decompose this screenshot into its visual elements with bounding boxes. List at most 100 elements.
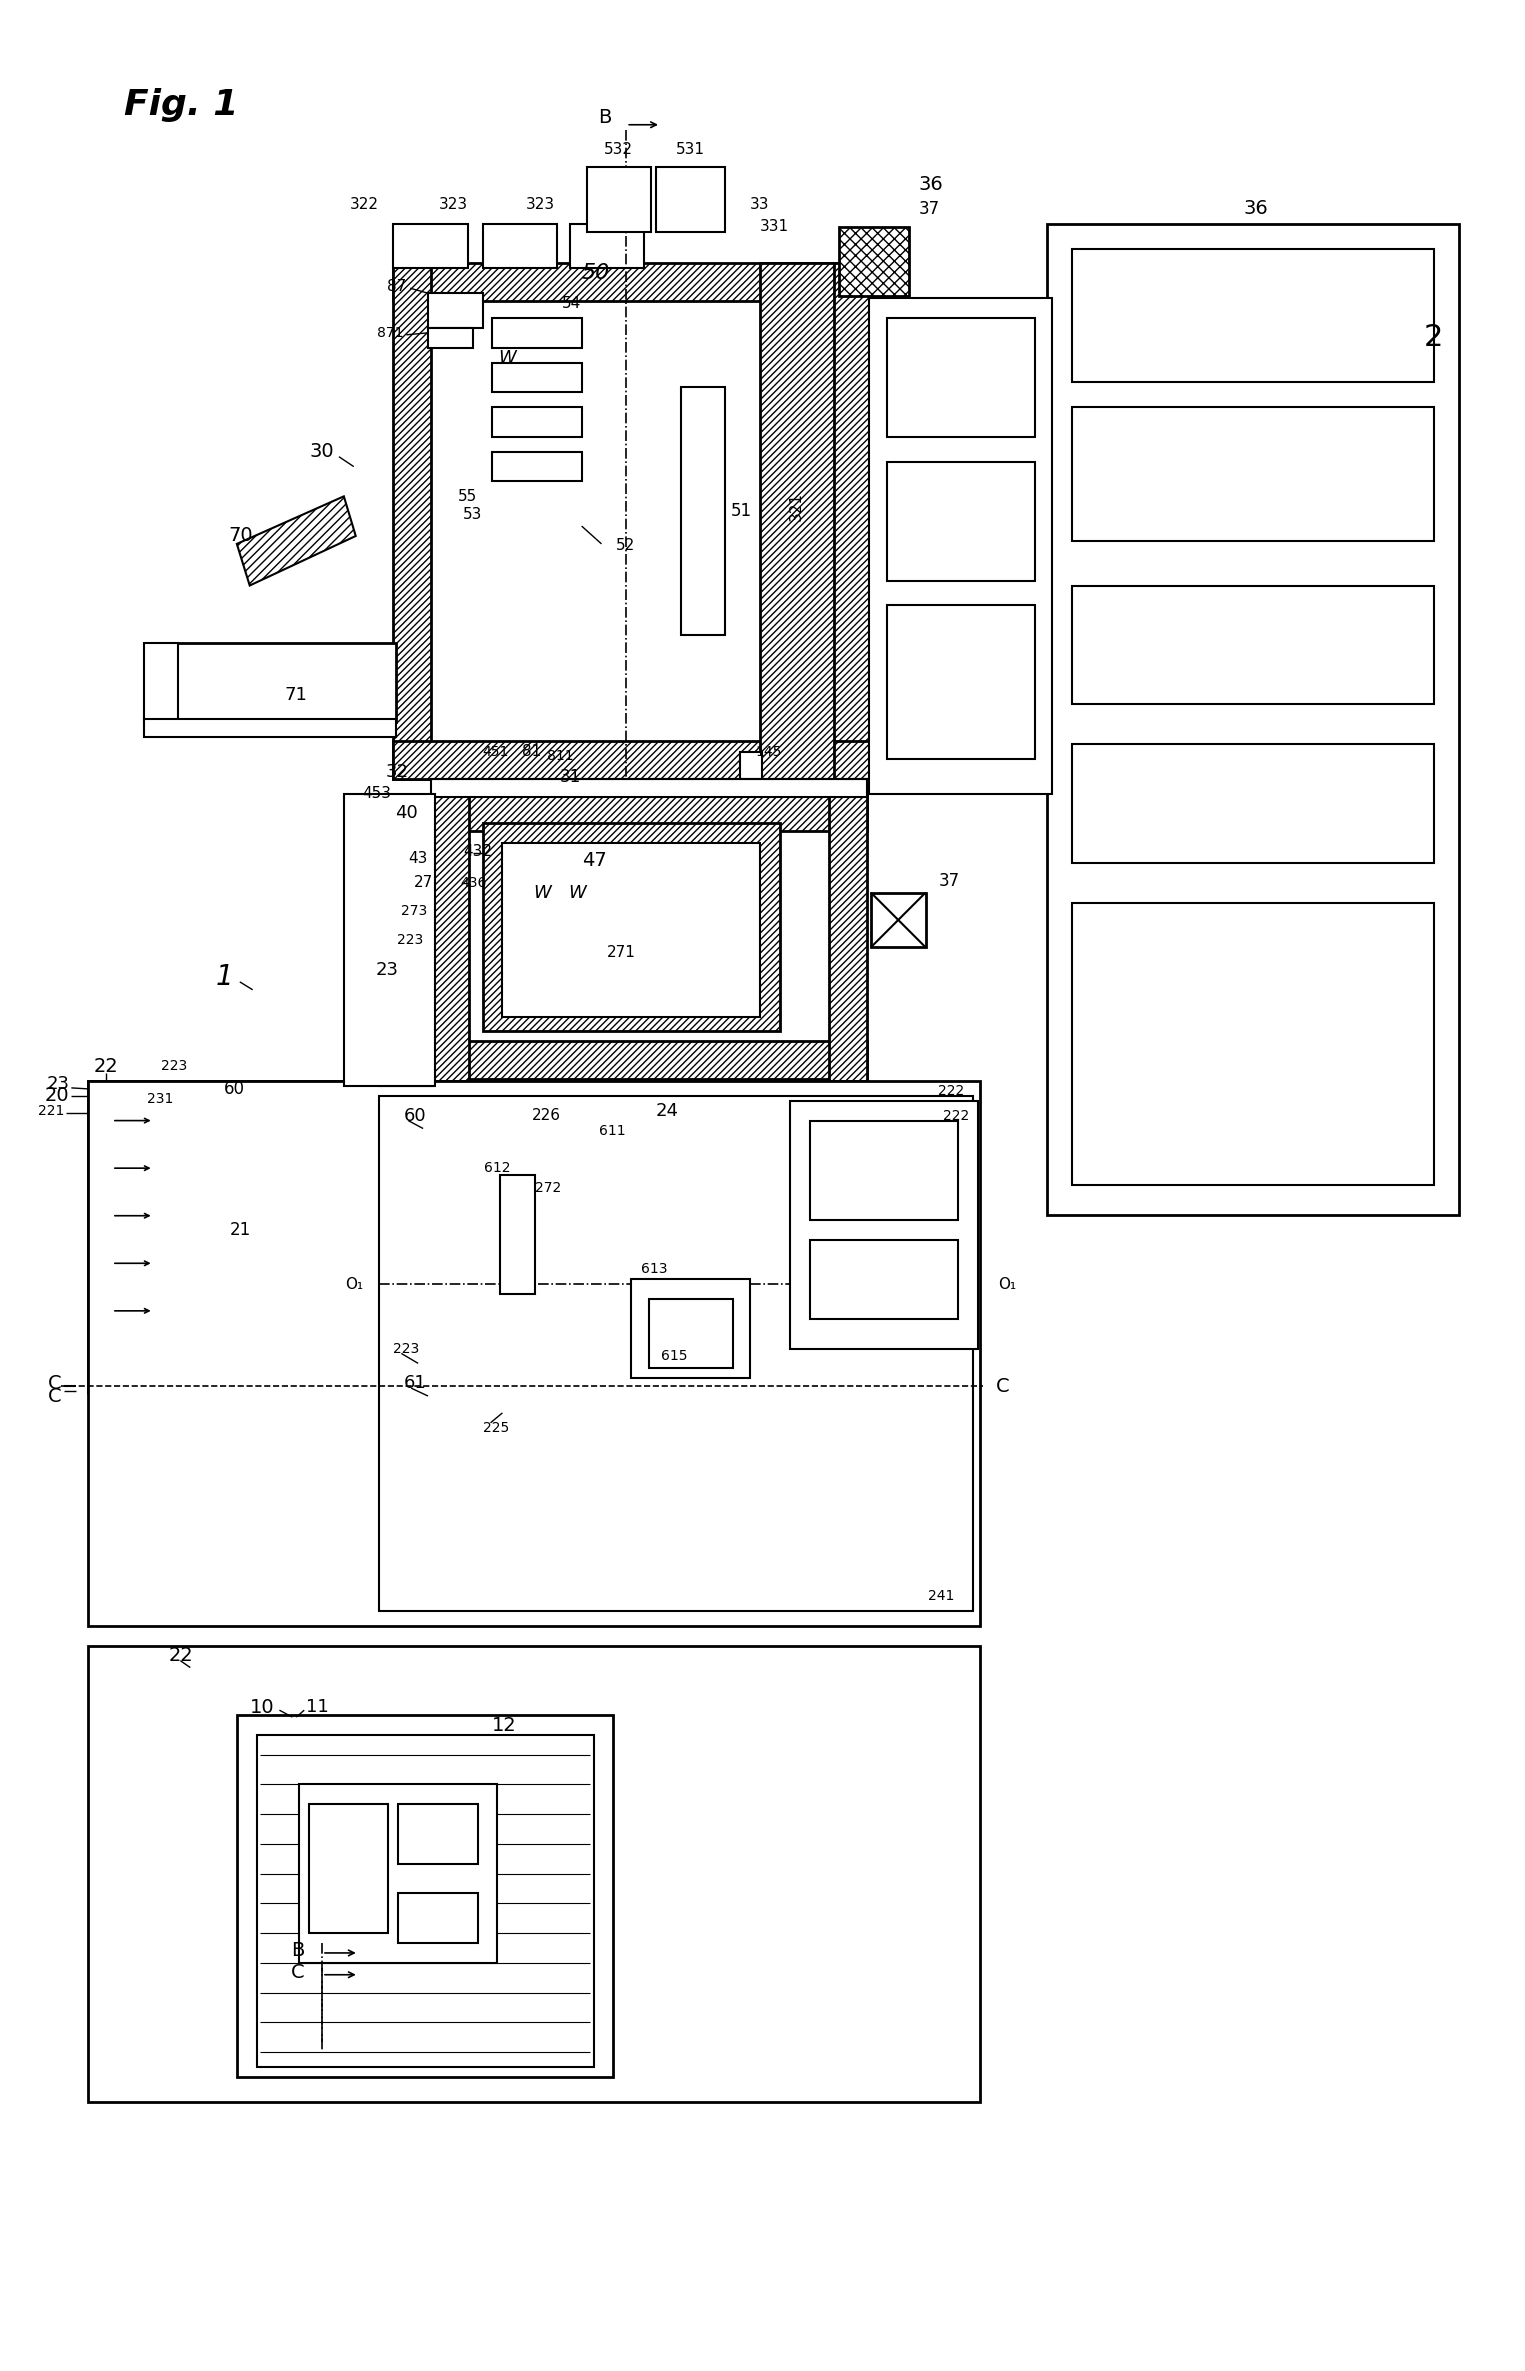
Bar [378,1041,433,1086]
Bar [343,794,435,1086]
Text: 223: 223 [396,934,422,948]
Bar [1072,744,1434,863]
Bar [839,228,909,296]
Bar [398,1894,477,1944]
Bar [500,1176,535,1295]
Text: 55: 55 [459,488,477,503]
Bar [587,168,651,232]
Text: 2: 2 [1424,322,1443,353]
Text: 60: 60 [224,1079,244,1098]
Text: W: W [567,884,586,901]
Text: C: C [996,1378,1010,1397]
Bar [310,1804,389,1932]
Text: 22: 22 [168,1645,194,1664]
Text: 145: 145 [755,744,781,759]
Bar [432,778,868,797]
Text: 323: 323 [526,197,555,211]
Bar [680,386,726,635]
Text: 33: 33 [750,197,770,211]
Text: 36: 36 [1243,199,1267,218]
Text: 273: 273 [401,903,427,918]
Bar [493,408,581,436]
Bar [656,168,726,232]
Text: 37: 37 [918,199,939,218]
Text: 22: 22 [93,1057,119,1076]
Text: 50: 50 [581,263,610,285]
Text: 30: 30 [310,443,334,462]
Bar [88,1645,981,2101]
Text: 531: 531 [676,142,705,156]
Bar [432,1041,868,1079]
Text: 40: 40 [395,804,418,823]
Text: C: C [291,1963,303,1982]
Text: W: W [534,884,551,901]
Text: 24: 24 [656,1103,679,1119]
Text: 271: 271 [607,944,636,960]
Bar [429,294,482,327]
Text: B: B [291,1942,303,1961]
Bar [810,1121,958,1219]
Bar [740,752,762,787]
Text: 231: 231 [148,1091,174,1105]
Text: 532: 532 [604,142,633,156]
Bar [570,223,644,268]
Bar [650,1299,734,1368]
Text: 81: 81 [522,744,541,759]
Text: 53: 53 [464,507,482,522]
Text: 871: 871 [377,325,403,339]
Text: 23: 23 [46,1074,69,1093]
Text: 21: 21 [230,1221,252,1238]
Text: 613: 613 [640,1261,668,1276]
Text: 321: 321 [788,491,804,522]
Text: 223: 223 [160,1060,186,1074]
Bar [790,1100,978,1349]
Text: 241: 241 [929,1589,955,1603]
Bar [493,318,581,349]
Text: 222: 222 [944,1110,970,1121]
Text: 811: 811 [547,749,573,763]
Bar [432,794,468,1081]
Text: 611: 611 [599,1124,627,1138]
Text: 51: 51 [730,503,752,519]
Bar [493,453,581,481]
Text: 331: 331 [759,218,788,235]
Text: 10: 10 [250,1698,274,1717]
Text: 323: 323 [439,197,468,211]
Bar [393,263,869,301]
Bar [888,318,1035,436]
Text: 20: 20 [44,1086,69,1105]
Bar [393,223,468,268]
Bar [1072,249,1434,382]
Text: 12: 12 [493,1717,517,1736]
Text: 11: 11 [307,1698,329,1717]
Text: 322: 322 [349,197,378,211]
Text: 87: 87 [387,280,406,294]
Text: 222: 222 [938,1084,965,1098]
Text: 223: 223 [393,1342,419,1356]
Bar [1072,586,1434,704]
Bar [429,327,473,349]
Bar [432,794,868,832]
Text: 451: 451 [482,744,509,759]
Text: W: W [499,349,517,368]
Bar [831,263,869,778]
Bar [759,263,834,778]
Bar [1072,903,1434,1186]
Text: 36: 36 [918,175,944,194]
Text: 54: 54 [561,296,581,311]
Bar [143,643,178,723]
Bar [88,1081,981,1627]
Text: 37: 37 [938,873,959,889]
Text: 226: 226 [532,1107,561,1124]
Bar [830,794,868,1081]
Bar [236,1714,613,2077]
Text: 70: 70 [229,526,253,545]
Text: 453: 453 [363,787,392,801]
Text: 272: 272 [535,1181,561,1195]
Bar [256,1736,593,2068]
Bar [393,742,869,778]
Text: 612: 612 [483,1162,511,1176]
Text: 61: 61 [403,1375,425,1392]
Text: 27: 27 [413,875,433,889]
Bar [888,462,1035,581]
